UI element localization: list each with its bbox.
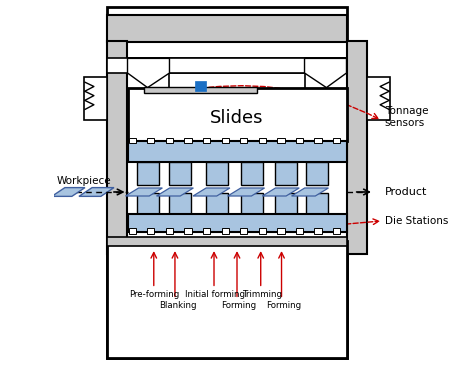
Bar	[221, 138, 229, 143]
Bar	[277, 228, 284, 234]
Bar	[128, 228, 136, 234]
Bar	[108, 41, 128, 254]
Text: Initial forming: Initial forming	[185, 290, 245, 299]
Text: Slides: Slides	[210, 108, 264, 127]
Bar	[203, 228, 210, 234]
Text: Workpiece: Workpiece	[56, 176, 111, 186]
Text: Blanking: Blanking	[159, 301, 197, 310]
Bar	[137, 162, 158, 185]
Bar	[108, 237, 346, 246]
Bar	[166, 138, 173, 143]
Bar	[366, 77, 390, 120]
Bar	[144, 87, 257, 93]
Polygon shape	[292, 188, 328, 196]
Polygon shape	[304, 58, 346, 88]
Bar	[170, 162, 191, 185]
Polygon shape	[128, 58, 170, 88]
Bar	[306, 162, 328, 185]
Bar	[296, 138, 303, 143]
Bar	[108, 15, 346, 42]
Bar	[314, 228, 322, 234]
Bar	[206, 193, 228, 215]
Bar	[108, 58, 346, 73]
Bar	[108, 241, 346, 358]
Bar	[304, 73, 327, 97]
Bar	[240, 138, 247, 143]
Bar	[275, 193, 297, 215]
Text: Trimming: Trimming	[243, 290, 283, 299]
Bar	[296, 228, 303, 234]
Bar	[147, 228, 155, 234]
Polygon shape	[193, 188, 230, 196]
Bar	[147, 138, 155, 143]
Bar	[306, 193, 328, 215]
Polygon shape	[126, 188, 163, 196]
Bar	[128, 58, 346, 73]
Bar	[128, 138, 136, 143]
Bar	[184, 138, 191, 143]
Bar	[170, 193, 191, 215]
Polygon shape	[79, 188, 114, 196]
Bar	[240, 228, 247, 234]
Text: Forming: Forming	[266, 301, 301, 310]
Bar	[108, 7, 346, 358]
Bar	[333, 138, 340, 143]
Polygon shape	[52, 188, 85, 196]
Bar	[275, 162, 297, 185]
Polygon shape	[228, 188, 264, 196]
Text: Forming: Forming	[221, 301, 256, 310]
Text: Die Stations: Die Stations	[385, 216, 448, 226]
Bar	[128, 88, 346, 141]
Bar	[241, 193, 263, 215]
Bar	[333, 228, 340, 234]
Polygon shape	[156, 188, 193, 196]
Bar	[166, 228, 173, 234]
Bar	[184, 228, 191, 234]
Bar	[221, 228, 229, 234]
Bar	[128, 214, 346, 232]
Bar	[241, 162, 263, 185]
Bar	[259, 138, 266, 143]
Bar	[203, 138, 210, 143]
Bar	[314, 138, 322, 143]
Text: Tonnage
sensors: Tonnage sensors	[385, 106, 428, 128]
Text: Product: Product	[385, 187, 427, 197]
Polygon shape	[304, 58, 346, 73]
Bar	[195, 81, 206, 91]
Text: Pre-forming: Pre-forming	[128, 290, 179, 299]
Bar	[147, 73, 170, 97]
Bar	[346, 41, 366, 254]
Polygon shape	[263, 188, 299, 196]
Polygon shape	[128, 58, 170, 73]
Bar	[137, 193, 158, 215]
Bar	[84, 77, 108, 120]
Bar	[310, 95, 321, 99]
Bar	[277, 138, 284, 143]
Bar	[153, 95, 164, 99]
Bar	[128, 141, 346, 162]
Bar	[206, 162, 228, 185]
Bar	[259, 228, 266, 234]
